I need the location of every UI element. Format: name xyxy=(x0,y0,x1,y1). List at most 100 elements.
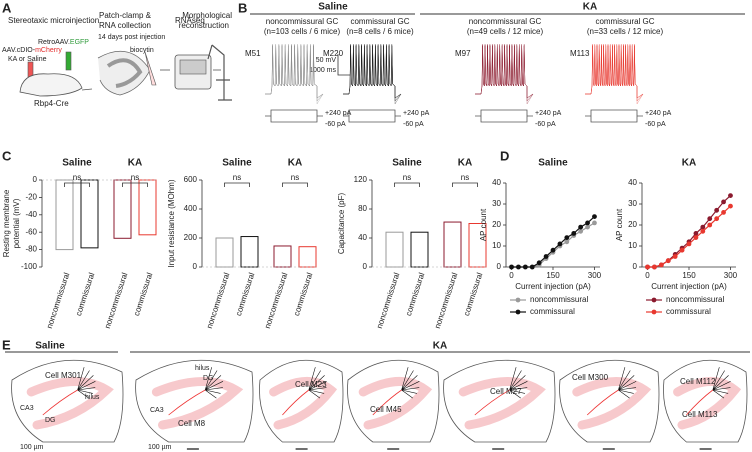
group-label: Saline xyxy=(35,341,65,352)
cell-count: (n=33 cells / 12 mice) xyxy=(587,27,664,36)
data-point xyxy=(707,222,713,228)
category-label: noncommissural xyxy=(205,271,232,329)
mouse-illustration xyxy=(19,73,83,97)
slice-outline xyxy=(259,359,344,443)
slice-outline xyxy=(347,359,440,443)
cell-label: Cell M300 xyxy=(572,373,609,382)
cell-label: Cell M45 xyxy=(370,405,402,414)
dg-illustration xyxy=(106,58,143,88)
cell-type: noncommissural GC xyxy=(266,17,339,26)
delay-label: 14 days post injection xyxy=(98,34,165,41)
dentate-gyrus xyxy=(358,377,433,430)
y-tick-label: 30 xyxy=(492,199,501,208)
y-tick-label: 40 xyxy=(358,233,367,242)
significance-label: ns xyxy=(233,173,241,182)
cell-id: M220 xyxy=(323,49,344,58)
data-point xyxy=(564,239,570,245)
data-point xyxy=(550,247,556,253)
step-label: RNAseq xyxy=(175,16,205,25)
group-label: Saline xyxy=(318,2,348,13)
cell-label: Cell M8 xyxy=(178,419,206,428)
data-point xyxy=(592,214,597,220)
bar xyxy=(273,245,292,268)
step-label: Stereotaxic microinjection xyxy=(8,16,99,25)
trace xyxy=(585,43,644,105)
data-point xyxy=(728,193,733,199)
cell-label: Cell M113 xyxy=(682,410,718,419)
significance-label: ns xyxy=(291,173,299,182)
axon xyxy=(372,389,402,416)
data-point xyxy=(557,241,563,247)
step-label: RNA collection xyxy=(99,21,151,30)
step-label: reconstruction xyxy=(179,21,229,30)
bar xyxy=(80,179,99,249)
group-label: Saline xyxy=(392,158,422,169)
y-tick-label: 10 xyxy=(492,241,501,250)
significance-bracket xyxy=(394,182,420,187)
region-label: 100 µm xyxy=(20,444,44,451)
cell-id: M113 xyxy=(570,49,590,58)
panel-a: Stereotaxic microinjection Patch-clamp &… xyxy=(2,11,232,108)
y-axis-label: Resting membrane xyxy=(2,189,11,257)
data-point xyxy=(672,254,678,259)
cell-type: commissural GC xyxy=(350,17,409,26)
cell-type: commissural GC xyxy=(595,17,654,26)
step-label: +240 pA xyxy=(645,110,672,117)
y-tick-label: 400 xyxy=(184,204,198,213)
cell-label: Cell M23 xyxy=(295,380,327,389)
x-tick-label: 0 xyxy=(509,271,514,280)
slice-outline xyxy=(443,359,556,443)
syringe xyxy=(65,51,72,71)
bar xyxy=(410,231,429,268)
data-point xyxy=(665,258,671,264)
pipette xyxy=(144,51,157,86)
dentate-gyrus xyxy=(151,377,244,430)
significance-label: ns xyxy=(73,173,81,182)
y-tick-label: 120 xyxy=(354,175,368,184)
axon xyxy=(686,389,714,416)
step-label: -60 pA xyxy=(325,121,346,128)
x-tick-label: 150 xyxy=(682,271,696,280)
trace xyxy=(265,43,324,105)
chart-title: KA xyxy=(682,158,696,169)
virus-label: RetroAAV.EGFP xyxy=(38,39,89,46)
category-label: noncommissural xyxy=(103,271,130,329)
region-label: Cell M301 xyxy=(45,371,82,380)
y-tick-label: 80 xyxy=(358,204,367,213)
trace xyxy=(475,43,534,105)
data-point xyxy=(529,264,535,270)
data-point xyxy=(658,262,664,268)
y-tick-label: 20 xyxy=(492,220,501,229)
axon xyxy=(586,389,619,416)
slice-outline xyxy=(559,359,660,443)
data-point xyxy=(700,224,706,230)
data-point xyxy=(585,224,590,230)
series-line xyxy=(647,205,731,268)
dentate-gyrus xyxy=(572,377,652,430)
step-protocol xyxy=(343,109,401,123)
bar xyxy=(240,236,259,268)
y-tick-label: -100 xyxy=(21,262,38,271)
scale-label: 1000 ms xyxy=(309,67,336,74)
y-tick-label: -60 xyxy=(25,227,37,236)
step-label: +240 pA xyxy=(535,110,562,117)
cell-count: (n=103 cells / 6 mice) xyxy=(264,27,341,36)
dendrites xyxy=(618,367,637,399)
scale-bar xyxy=(337,54,350,76)
dendrites xyxy=(204,367,224,399)
step-protocol xyxy=(265,109,323,123)
step-label: Morphological xyxy=(182,11,232,20)
y-axis-label: potential (mV) xyxy=(12,198,21,248)
dendrites xyxy=(401,367,420,399)
category-label: noncommissural xyxy=(263,271,290,329)
group-label: KA xyxy=(288,158,302,169)
sequencer-screen xyxy=(179,59,207,75)
reporter: mCherry xyxy=(35,47,62,54)
legend-label: commissural xyxy=(530,307,575,316)
data-point xyxy=(721,210,726,215)
reporter: EGFP xyxy=(70,39,89,46)
significance-label: ns xyxy=(131,173,139,182)
step-protocol xyxy=(475,109,533,123)
x-tick-label: 150 xyxy=(546,271,560,280)
category-label: commissural xyxy=(234,271,257,317)
